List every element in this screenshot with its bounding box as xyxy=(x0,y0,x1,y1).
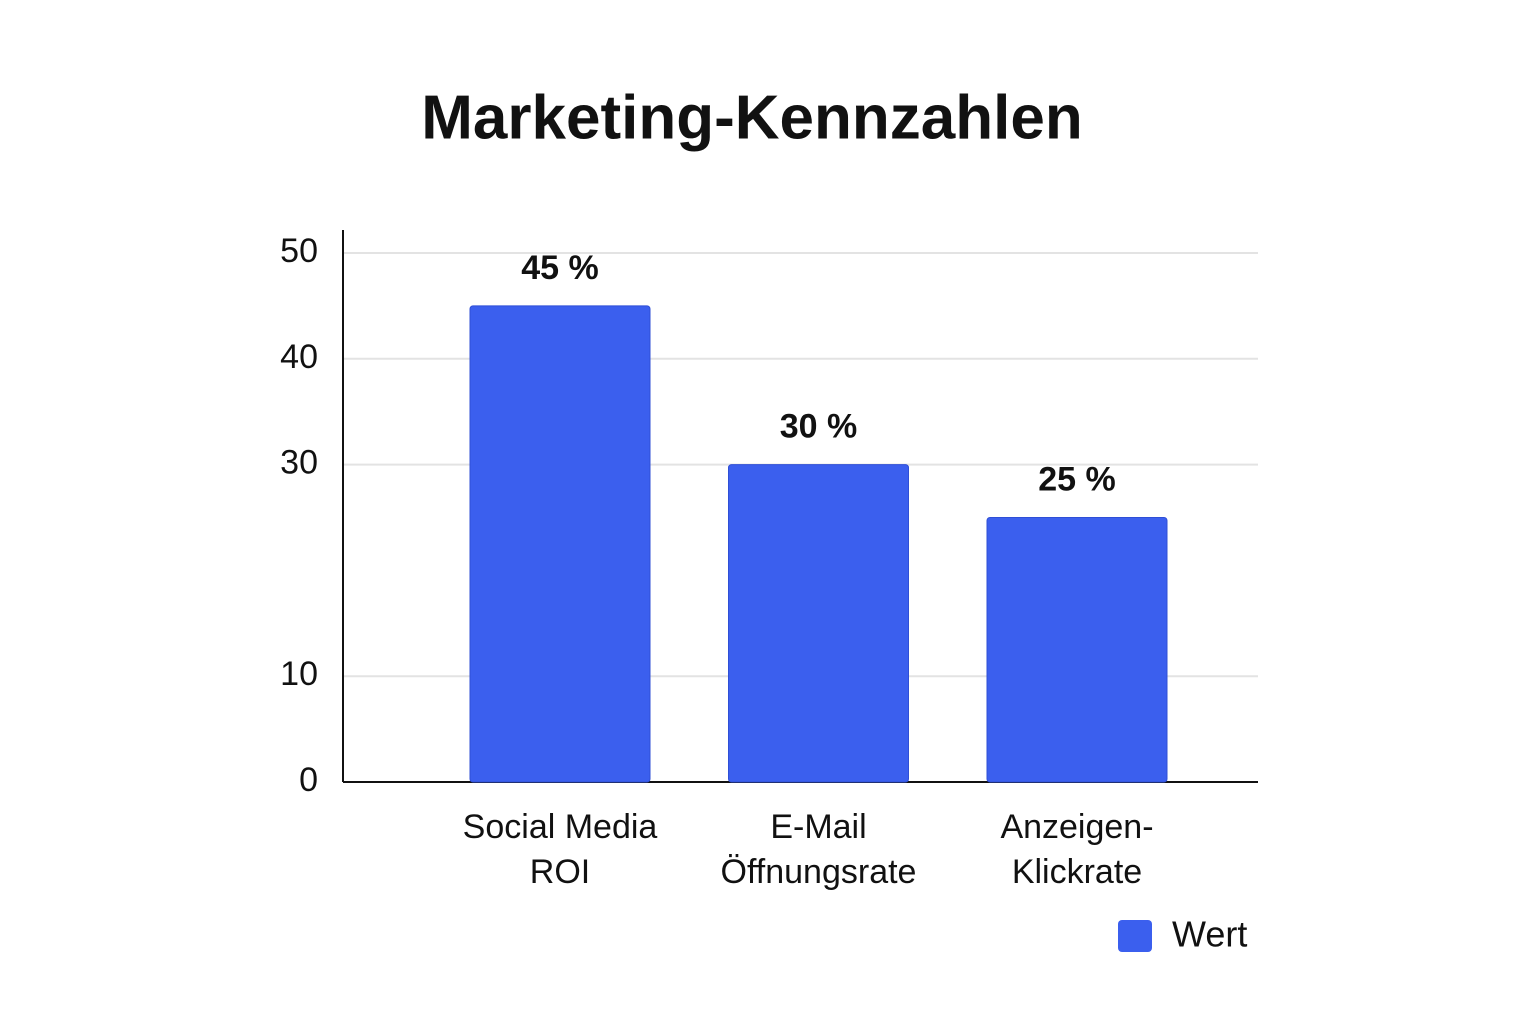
bar xyxy=(728,464,909,783)
legend-label: Wert xyxy=(1172,914,1247,955)
x-tick-label: Anzeigen-Klickrate xyxy=(1000,808,1154,891)
y-tick-label: 30 xyxy=(280,444,318,482)
x-tick-label: Social Media ROI xyxy=(462,808,658,891)
x-tick-label: E-Mail Öffnungsrate xyxy=(720,808,917,891)
value-label: 30 % xyxy=(780,408,858,446)
y-tick-label: 10 xyxy=(280,655,318,693)
value-label: 45 % xyxy=(521,249,599,287)
y-tick-label: 0 xyxy=(299,761,318,799)
chart-title: Marketing-Kennzahlen xyxy=(421,83,1082,152)
y-tick-label: 50 xyxy=(280,232,318,270)
bar xyxy=(469,305,651,783)
legend-swatch xyxy=(1118,920,1152,952)
value-label: 25 % xyxy=(1038,460,1116,498)
y-tick-label: 40 xyxy=(280,338,318,376)
bar xyxy=(986,517,1168,783)
